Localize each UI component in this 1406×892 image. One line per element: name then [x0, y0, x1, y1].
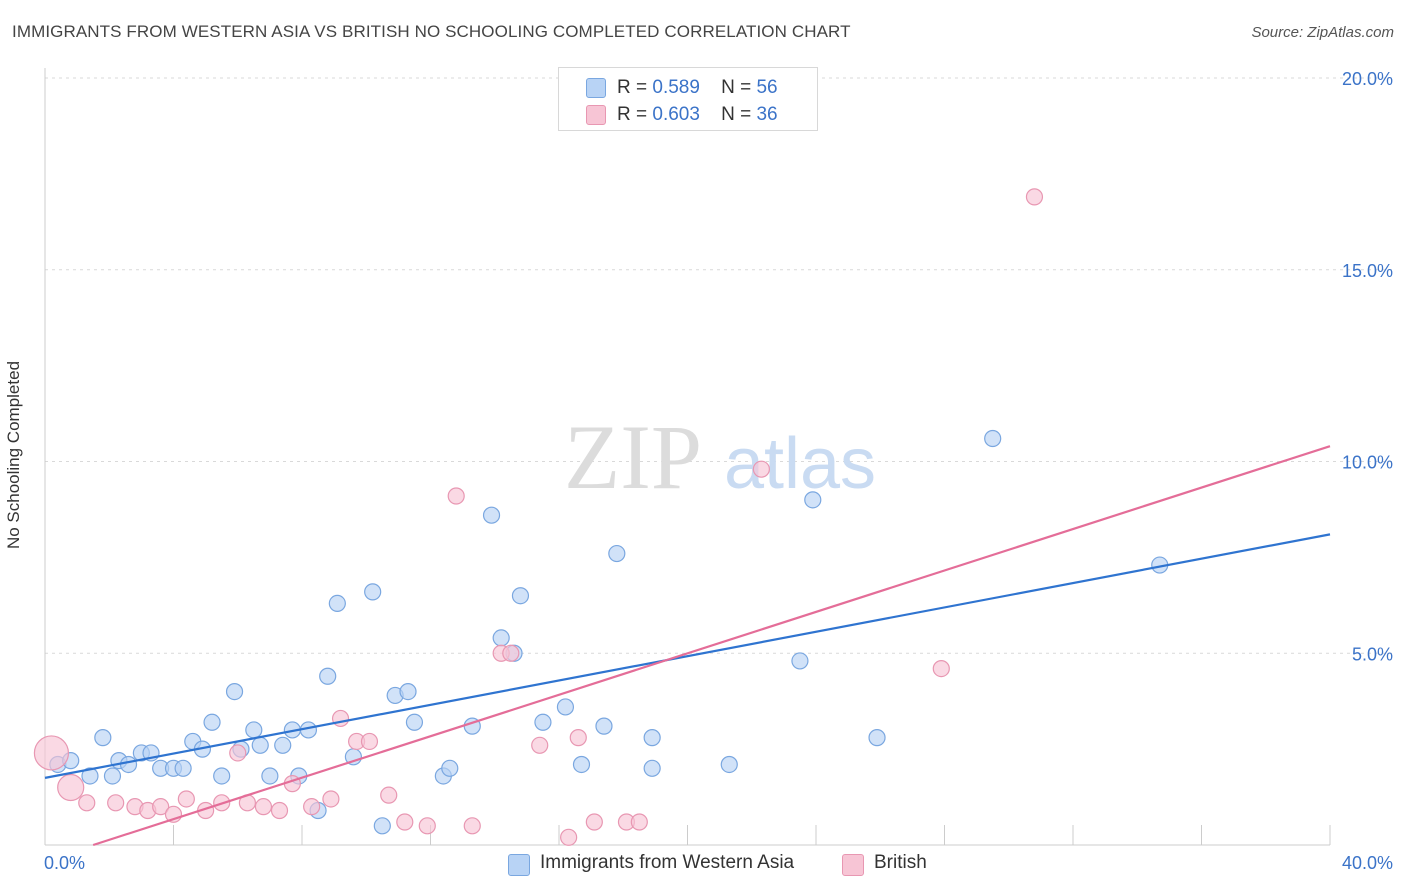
point-western-asia — [643, 729, 661, 747]
legend-r-value: 0.589 — [652, 77, 700, 98]
point-western-asia — [328, 594, 346, 612]
x-tick-label: 0.0% — [44, 853, 85, 873]
watermark-zip: ZIP — [564, 406, 702, 508]
point-western-asia — [245, 721, 263, 739]
points-layer — [33, 188, 1169, 846]
point-western-asia — [373, 817, 391, 835]
point-western-asia — [213, 767, 231, 785]
x-tick-label: 40.0% — [1342, 853, 1393, 873]
point-western-asia — [595, 717, 613, 735]
point-western-asia — [572, 755, 591, 774]
legend-n-label: N = — [721, 104, 752, 125]
point-british — [229, 744, 247, 762]
legend-label-british: British — [874, 852, 927, 873]
point-western-asia — [203, 713, 221, 731]
point-british — [254, 798, 273, 816]
point-british — [752, 460, 770, 478]
point-western-asia — [511, 587, 530, 605]
point-british — [303, 798, 321, 816]
point-western-asia — [225, 682, 244, 701]
tick-label-layer: 5.0% 10.0% 15.0% 20.0% 0.0% 40.0% — [44, 69, 1393, 873]
legend-r-label: R = — [617, 77, 648, 98]
y-tick-label: 20.0% — [1342, 69, 1393, 89]
point-western-asia — [868, 729, 886, 747]
point-british — [152, 798, 170, 816]
point-western-asia — [556, 698, 575, 716]
point-british — [322, 790, 340, 808]
point-british — [1025, 188, 1044, 206]
point-british — [502, 644, 520, 662]
point-british — [932, 659, 950, 678]
point-british — [107, 794, 125, 812]
point-western-asia — [319, 667, 337, 685]
point-british — [57, 773, 85, 802]
point-western-asia — [643, 759, 661, 777]
point-western-asia — [492, 629, 510, 647]
point-western-asia — [441, 759, 459, 777]
legend-n-label: N = — [721, 77, 752, 98]
y-tick-label: 15.0% — [1342, 261, 1393, 281]
point-british — [630, 813, 648, 831]
legend-n-value: 36 — [756, 104, 778, 125]
point-western-asia — [274, 736, 292, 754]
point-western-asia — [81, 767, 99, 785]
point-british — [463, 817, 481, 835]
point-western-asia — [399, 682, 417, 701]
source-label: Source: ZipAtlas.com — [1251, 24, 1394, 41]
legend-swatch-pink — [586, 105, 606, 125]
point-western-asia — [608, 544, 626, 563]
trend-line-british — [92, 445, 1331, 847]
point-british — [585, 813, 603, 831]
y-tick-label: 5.0% — [1352, 644, 1393, 664]
point-western-asia — [720, 755, 738, 774]
point-western-asia — [119, 755, 138, 774]
watermark-atlas: atlas — [724, 424, 876, 504]
y-tick-label: 10.0% — [1342, 453, 1393, 473]
point-british — [78, 794, 96, 812]
point-western-asia — [804, 491, 822, 509]
point-western-asia — [534, 713, 552, 731]
point-western-asia — [984, 429, 1002, 448]
point-western-asia — [174, 759, 192, 777]
point-western-asia — [251, 736, 269, 754]
point-british — [447, 487, 465, 505]
legend-r-label: R = — [617, 104, 648, 125]
correlation-legend: R = 0.589 N = 56 R = 0.603 N = 36 — [558, 67, 818, 131]
legend-n-value: 56 — [756, 77, 778, 98]
chart-title: IMMIGRANTS FROM WESTERN ASIA VS BRITISH … — [12, 22, 851, 41]
point-british — [396, 813, 414, 831]
point-western-asia — [261, 767, 279, 785]
point-british — [560, 828, 578, 846]
legend-label-western-asia: Immigrants from Western Asia — [540, 852, 795, 873]
axis-layer — [44, 68, 1331, 846]
point-british — [531, 736, 549, 754]
point-british — [569, 729, 587, 747]
point-british — [360, 732, 379, 751]
grid-layer — [45, 77, 1395, 654]
point-western-asia — [103, 767, 122, 785]
point-western-asia — [405, 713, 424, 731]
point-british — [270, 801, 289, 820]
point-british — [177, 790, 195, 808]
legend-swatch-british — [842, 854, 864, 876]
point-western-asia — [482, 506, 501, 524]
watermark: ZIP atlas — [564, 406, 876, 508]
legend-swatch-western-asia — [508, 854, 530, 876]
point-british — [33, 735, 70, 771]
legend-swatch-blue — [586, 78, 606, 98]
legend-r-value: 0.603 — [652, 104, 700, 125]
point-western-asia — [364, 583, 382, 601]
trend-layer — [44, 445, 1331, 847]
point-western-asia — [791, 652, 809, 670]
point-british — [380, 786, 398, 804]
trend-line-western-asia — [44, 533, 1331, 779]
point-western-asia — [94, 729, 112, 747]
point-british — [418, 817, 436, 835]
